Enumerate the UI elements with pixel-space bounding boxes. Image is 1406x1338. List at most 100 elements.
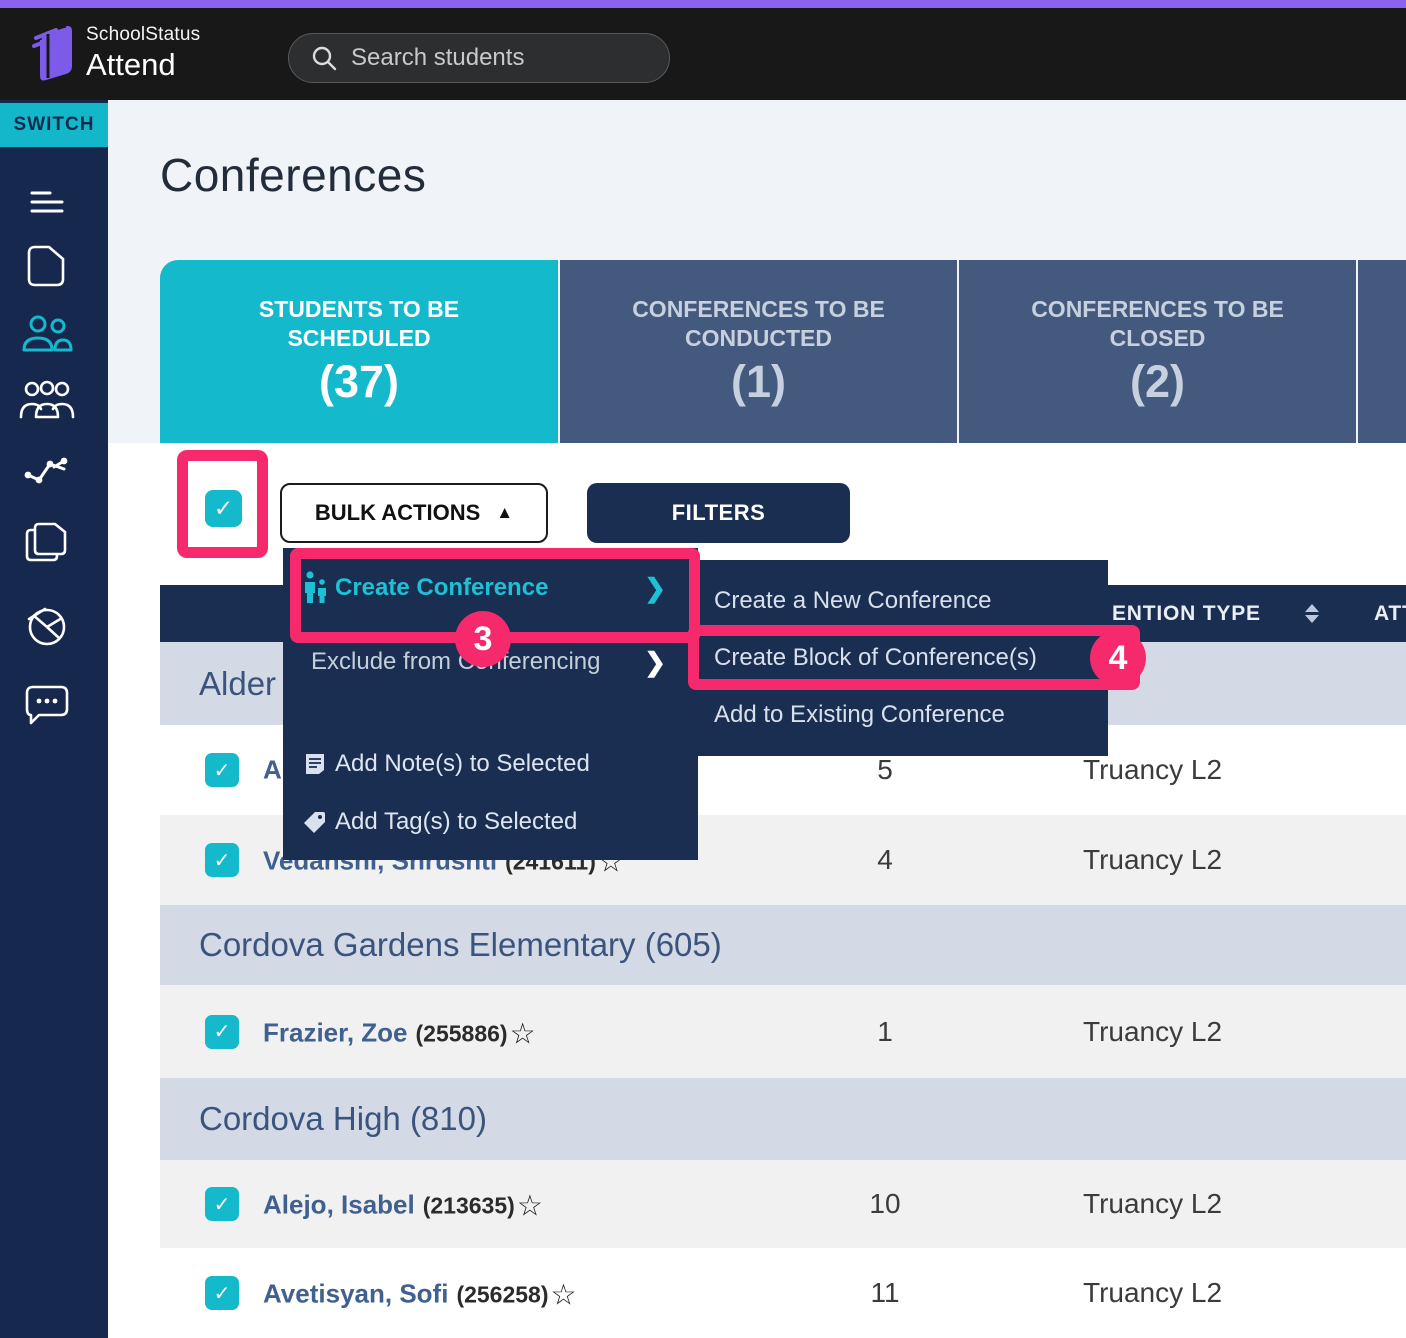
submenu-item-label: Create Block of Conference(s) xyxy=(714,644,1037,671)
row-checkbox[interactable]: ✓ xyxy=(205,1187,239,1221)
school-group-header: Cordova High (810) xyxy=(160,1078,1406,1160)
intervention-type: Truancy L2 xyxy=(1083,1277,1223,1308)
menu-item-label: Add Note(s) to Selected xyxy=(335,750,590,777)
intervention-type: Truancy L2 xyxy=(1083,754,1223,785)
search-input[interactable]: Search students xyxy=(288,33,670,83)
top-accent-strip xyxy=(0,0,1406,8)
filters-label: FILTERS xyxy=(671,500,766,525)
submenu-item-create-new-conference[interactable]: Create a New Conference xyxy=(714,578,991,624)
row-checkbox[interactable]: ✓ xyxy=(205,1276,239,1310)
document-icon[interactable] xyxy=(0,240,94,292)
submenu-item-create-block-of-conferences[interactable]: Create Block of Conference(s) xyxy=(714,635,1037,681)
select-all-checkbox[interactable]: ✓ xyxy=(205,490,242,527)
bulk-actions-button[interactable]: BULK ACTIONS ▲ xyxy=(280,483,548,543)
student-name-link[interactable]: A xyxy=(263,754,282,785)
tab-conferences-to-be-closed[interactable]: CONFERENCES TO BE CLOSED (2) xyxy=(959,260,1356,443)
school-group-label: Cordova Gardens Elementary (605) xyxy=(199,926,722,963)
student-name-link[interactable]: Frazier, Zoe (255886)☆ xyxy=(263,1017,536,1050)
sort-icon[interactable] xyxy=(1305,585,1319,642)
table-row: ✓ Frazier, Zoe (255886)☆ 1 Truancy L2 xyxy=(160,985,1406,1078)
check-icon: ✓ xyxy=(213,1282,231,1305)
trend-chart-icon[interactable] xyxy=(0,442,94,494)
menu-lines-icon[interactable] xyxy=(0,176,94,228)
row-checkbox[interactable]: ✓ xyxy=(205,843,239,877)
schoolstatus-logo-icon[interactable] xyxy=(26,22,84,84)
menu-item-label: Exclude from Conferencing xyxy=(311,648,601,675)
check-icon: ✓ xyxy=(213,1193,231,1216)
col-intervention-type[interactable]: ENTION TYPE xyxy=(1112,601,1261,625)
submenu-item-label: Add to Existing Conference xyxy=(714,701,1005,728)
check-icon: ✓ xyxy=(213,849,231,872)
menu-item-label: Add Tag(s) to Selected xyxy=(335,808,578,835)
tab-label: CONFERENCES TO BE CONDUCTED xyxy=(632,295,885,351)
brand-text[interactable]: SchoolStatus Attend xyxy=(86,24,200,83)
star-icon[interactable]: ☆ xyxy=(509,1018,536,1050)
absence-count: 5 xyxy=(877,754,893,785)
school-group-header: Cordova Gardens Elementary (605) xyxy=(160,905,1406,985)
switch-button[interactable]: SWITCH xyxy=(0,103,108,147)
submenu-item-label: Create a New Conference xyxy=(714,587,992,614)
student-name-link[interactable]: Avetisyan, Sofi (256258)☆ xyxy=(263,1278,577,1312)
tab-count: (2) xyxy=(1130,356,1185,408)
student-name-link[interactable]: Alejo, Isabel (213635)☆ xyxy=(263,1189,543,1223)
check-icon: ✓ xyxy=(213,1021,231,1043)
note-icon xyxy=(303,752,327,776)
table-row: ✓ Avetisyan, Sofi (256258)☆ 11 Truancy L2 xyxy=(160,1248,1406,1338)
badge-number: 3 xyxy=(473,619,493,658)
col-attendance[interactable]: ATT xyxy=(1374,601,1406,625)
people-icon xyxy=(303,571,329,605)
top-navigation-bar: SchoolStatus Attend Search students xyxy=(0,8,1406,100)
chevron-right-icon: ❯ xyxy=(644,572,666,603)
badge-number: 4 xyxy=(1108,638,1128,677)
absence-count: 4 xyxy=(877,844,893,875)
chevron-right-icon: ❯ xyxy=(644,646,666,677)
intervention-type: Truancy L2 xyxy=(1083,844,1223,875)
copy-documents-icon[interactable] xyxy=(0,512,94,564)
search-placeholder: Search students xyxy=(351,44,525,71)
intervention-type: Truancy L2 xyxy=(1083,1015,1223,1047)
tab-conferences-to-be-conducted[interactable]: CONFERENCES TO BE CONDUCTED (1) xyxy=(560,260,957,443)
search-icon xyxy=(311,45,337,71)
students-icon[interactable] xyxy=(0,308,94,360)
submenu-item-add-to-existing-conference[interactable]: Add to Existing Conference xyxy=(714,692,1005,738)
row-checkbox[interactable]: ✓ xyxy=(205,753,239,787)
annotation-step-badge-3: 3 xyxy=(455,611,511,667)
absence-count: 10 xyxy=(869,1188,901,1219)
filters-button[interactable]: FILTERS xyxy=(587,483,850,543)
annotation-box-select-all xyxy=(177,450,268,558)
school-group-label: Alder xyxy=(199,664,277,702)
intervention-type: Truancy L2 xyxy=(1083,1188,1223,1219)
brand-product: Attend xyxy=(86,47,176,82)
check-icon: ✓ xyxy=(213,495,234,521)
annotation-step-badge-4: 4 xyxy=(1090,630,1146,686)
menu-item-add-tags[interactable]: Add Tag(s) to Selected xyxy=(283,796,698,848)
star-icon[interactable]: ☆ xyxy=(516,1190,543,1223)
tab-label: STUDENTS TO BE SCHEDULED xyxy=(258,295,460,351)
school-group-label: Cordova High (810) xyxy=(199,1100,487,1137)
page-title: Conferences xyxy=(160,149,427,201)
menu-item-create-conference[interactable]: Create Conference ❯ xyxy=(283,562,698,614)
star-icon[interactable]: ☆ xyxy=(550,1279,577,1312)
row-checkbox[interactable]: ✓ xyxy=(205,1014,239,1049)
bulk-actions-menu: Create Conference ❯ Exclude from Confere… xyxy=(283,548,698,860)
tab-students-to-be-scheduled[interactable]: STUDENTS TO BE SCHEDULED (37) xyxy=(160,260,558,443)
tag-icon xyxy=(303,810,327,834)
tab-label: CONFERENCES TO BE CLOSED xyxy=(1031,295,1284,351)
chat-icon[interactable] xyxy=(0,680,94,732)
caret-up-icon: ▲ xyxy=(496,503,514,522)
menu-item-add-notes[interactable]: Add Note(s) to Selected xyxy=(283,738,698,790)
bulk-actions-label: BULK ACTIONS xyxy=(314,500,481,525)
group-icon[interactable] xyxy=(0,374,94,426)
tab-partial-next[interactable] xyxy=(1358,260,1406,443)
menu-item-label: Create Conference xyxy=(335,574,549,601)
annotation-box-create-block xyxy=(688,625,1140,690)
tab-count: (37) xyxy=(318,356,400,408)
menu-item-exclude-from-conferencing[interactable]: Exclude from Conferencing ❯ xyxy=(283,636,698,688)
absence-count: 11 xyxy=(870,1277,900,1308)
pie-chart-icon[interactable] xyxy=(0,600,94,652)
create-conference-submenu: Create a New Conference Create Block of … xyxy=(698,560,1108,756)
brand-name: SchoolStatus xyxy=(86,24,201,45)
sidebar xyxy=(0,100,108,1338)
absence-count: 1 xyxy=(877,1015,893,1047)
